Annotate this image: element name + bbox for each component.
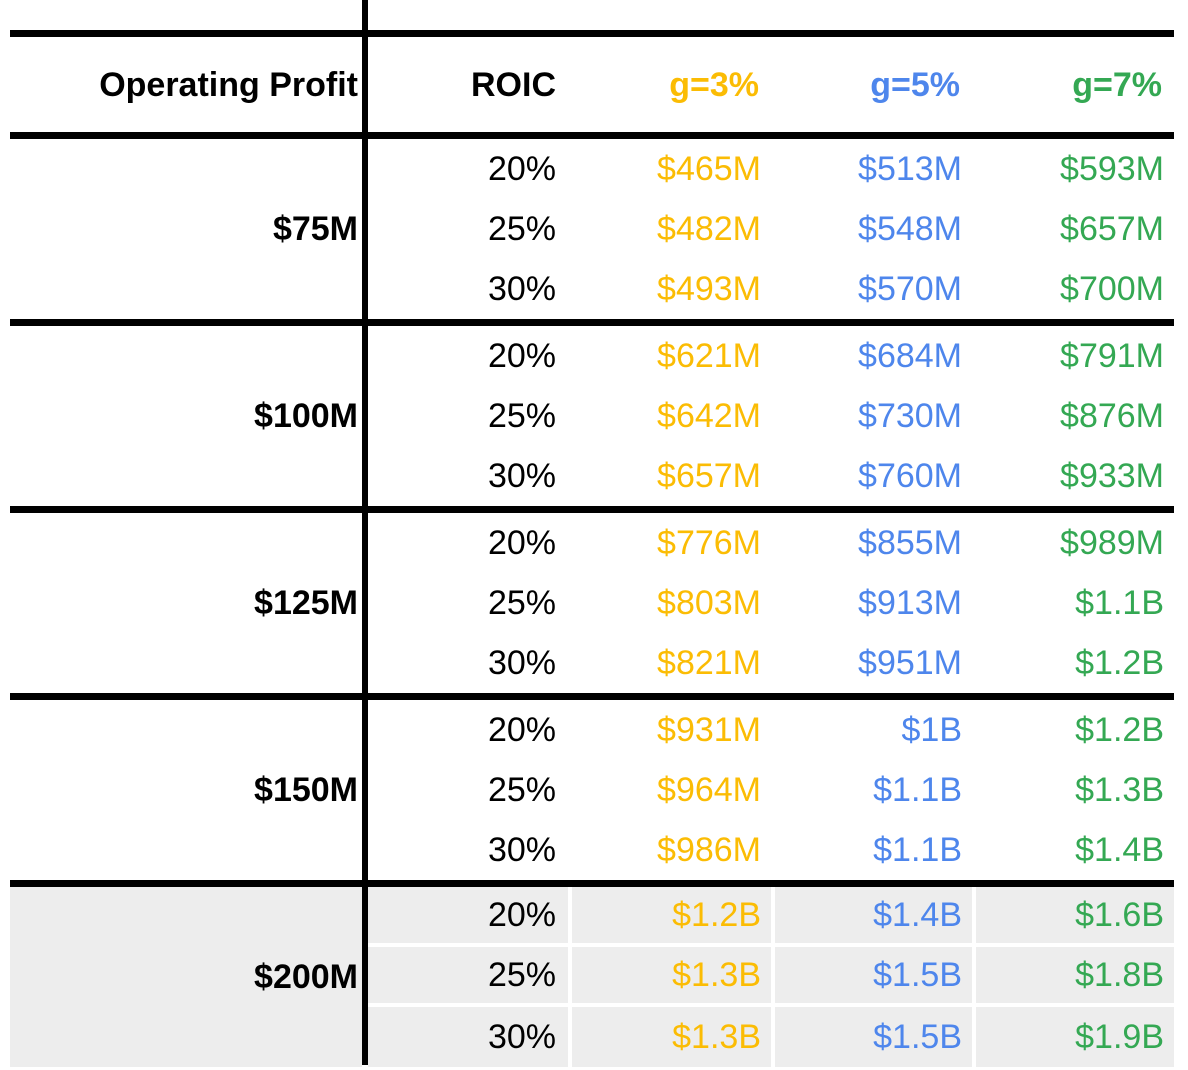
operating-profit-header: Operating Profit (99, 65, 358, 104)
top-margin (10, 0, 1174, 30)
g5-value-cell: $513M (858, 150, 962, 188)
row-divider-line (10, 132, 1174, 139)
g7-value-cell: $1.4B (1075, 831, 1164, 869)
roic-cell: 30% (487, 831, 556, 869)
roic-cell: 25% (368, 947, 568, 1007)
roic-cell: 20% (487, 150, 556, 188)
g5-value-cell: $1.5B (771, 947, 972, 1007)
g5-value-cell: $1.5B (771, 1007, 972, 1067)
g3-value-cell: $621M (657, 337, 761, 375)
g3-value-cell: $493M (657, 270, 761, 308)
roic-cell: 30% (487, 270, 556, 308)
g3-value-cell: $803M (657, 584, 761, 622)
roic-cell: 30% (368, 1007, 568, 1067)
sensitivity-table: Operating Profit ROIC g=3% g=5% g=7% $75… (10, 0, 1174, 1067)
g7-value-cell: $933M (1060, 457, 1164, 495)
g7-value-cell: $1.2B (1075, 644, 1164, 682)
g5-value-cell: $548M (858, 210, 962, 248)
g7-value-cell: $1.6B (972, 887, 1174, 947)
profit-group: $100M 20% $621M $684M $791M 25% $642M $730M $876… (10, 326, 1174, 506)
roic-cell: 25% (487, 771, 556, 809)
g7-value-cell: $700M (1060, 270, 1164, 308)
roic-cell: 25% (487, 584, 556, 622)
operating-profit-label: $125M (254, 583, 358, 622)
g7-header: g=7% (1072, 65, 1162, 104)
g7-value-cell: $1.8B (972, 947, 1174, 1007)
g3-value-cell: $482M (657, 210, 761, 248)
row-divider-line (10, 506, 1174, 513)
g5-value-cell: $1B (901, 711, 963, 749)
g5-header: g=5% (870, 65, 960, 104)
table-body: $75M 20% $465M $513M $593M 25% $482M $548M $657M… (10, 139, 1174, 1067)
roic-cell: 25% (487, 397, 556, 435)
roic-header: ROIC (471, 65, 556, 104)
g7-value-cell: $876M (1060, 397, 1164, 435)
g3-value-cell: $1.3B (568, 1007, 771, 1067)
g3-value-cell: $642M (657, 397, 761, 435)
g3-value-cell: $821M (657, 644, 761, 682)
operating-profit-label: $200M (10, 887, 362, 1067)
g3-value-cell: $776M (657, 524, 761, 562)
operating-profit-label: $75M (272, 209, 358, 248)
row-divider-line (10, 693, 1174, 700)
g3-value-cell: $1.3B (568, 947, 771, 1007)
g7-value-cell: $1.1B (1075, 584, 1164, 622)
roic-cell: 30% (487, 644, 556, 682)
g5-value-cell: $1.1B (873, 831, 962, 869)
g3-value-cell: $1.2B (568, 887, 771, 947)
roic-cell: 20% (487, 337, 556, 375)
g7-value-cell: $1.9B (972, 1007, 1174, 1067)
g5-value-cell: $684M (858, 337, 962, 375)
roic-cell: 20% (487, 711, 556, 749)
g7-value-cell: $657M (1060, 210, 1164, 248)
g3-value-cell: $986M (657, 831, 761, 869)
roic-cell: 20% (368, 887, 568, 947)
g5-value-cell: $730M (858, 397, 962, 435)
g5-value-cell: $855M (858, 524, 962, 562)
profit-group: $125M 20% $776M $855M $989M 25% $803M $913M $1.1… (10, 513, 1174, 693)
operating-profit-label: $100M (254, 396, 358, 435)
profit-group: $75M 20% $465M $513M $593M 25% $482M $548M $657M… (10, 139, 1174, 319)
g3-header: g=3% (669, 65, 759, 104)
table-header-row: Operating Profit ROIC g=3% g=5% g=7% (10, 37, 1174, 132)
g7-value-cell: $1.2B (1075, 711, 1164, 749)
g3-value-cell: $465M (657, 150, 761, 188)
roic-cell: 30% (487, 457, 556, 495)
g3-value-cell: $931M (657, 711, 761, 749)
g5-value-cell: $570M (858, 270, 962, 308)
g7-value-cell: $791M (1060, 337, 1164, 375)
g5-value-cell: $760M (858, 457, 962, 495)
g5-value-cell: $913M (858, 584, 962, 622)
row-divider-line (10, 880, 1174, 887)
profit-group: $200M 20% $1.2B $1.4B $1.6B 25% $1.3B $1.5B $1.8… (10, 887, 1174, 1067)
g5-value-cell: $1.1B (873, 771, 962, 809)
operating-profit-label: $150M (254, 770, 358, 809)
g7-value-cell: $989M (1060, 524, 1164, 562)
profit-group: $150M 20% $931M $1B $1.2B 25% $964M $1.1B $1.3B 3… (10, 700, 1174, 880)
roic-cell: 20% (487, 524, 556, 562)
g5-value-cell: $1.4B (771, 887, 972, 947)
g3-value-cell: $964M (657, 771, 761, 809)
g7-value-cell: $1.3B (1075, 771, 1164, 809)
g5-value-cell: $951M (858, 644, 962, 682)
g7-value-cell: $593M (1060, 150, 1164, 188)
g3-value-cell: $657M (657, 457, 761, 495)
roic-cell: 25% (487, 210, 556, 248)
row-divider-line (10, 319, 1174, 326)
column-divider-line (362, 0, 368, 1065)
row-divider-line (10, 30, 1174, 37)
